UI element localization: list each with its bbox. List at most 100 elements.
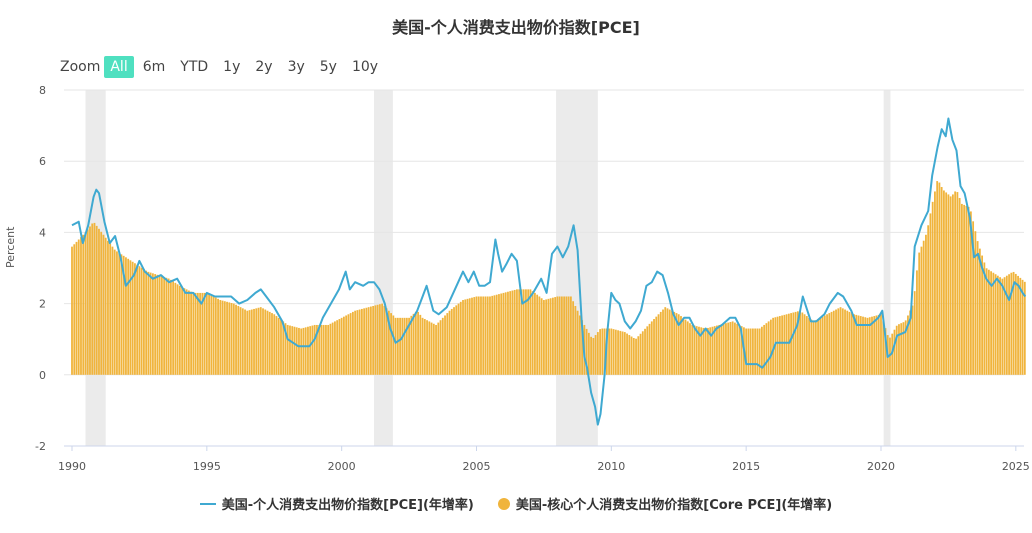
zoom-button-5y[interactable]: 5y	[319, 59, 337, 75]
core-pce-bar	[736, 323, 739, 375]
zoom-button-6m[interactable]: 6m	[142, 59, 166, 75]
core-pce-bar	[410, 315, 413, 375]
core-pce-bar	[210, 295, 213, 375]
core-pce-bar	[987, 269, 990, 375]
core-pce-bar	[909, 310, 912, 375]
core-pce-bar	[277, 317, 280, 375]
core-pce-bar	[621, 331, 624, 375]
zoom-button-1y[interactable]: 1y	[223, 59, 241, 75]
core-pce-bar	[412, 313, 415, 375]
core-pce-bar	[864, 317, 867, 375]
core-pce-bar	[756, 328, 759, 375]
core-pce-bar	[223, 301, 226, 375]
core-pce-bar	[417, 311, 419, 375]
core-pce-bar	[95, 225, 98, 375]
zoom-button-10y[interactable]: 10y	[351, 59, 379, 75]
core-pce-bar	[700, 327, 703, 375]
legend-item-core-pce[interactable]: 美国-核心个人消费支出物价指数[Core PCE](年增率)	[497, 494, 832, 513]
core-pce-bar	[347, 314, 350, 375]
core-pce-bar	[711, 326, 714, 375]
core-pce-bar	[707, 327, 709, 375]
core-pce-bar	[796, 311, 799, 375]
core-pce-bar	[365, 307, 368, 375]
core-pce-bar	[138, 266, 141, 375]
core-pce-bar	[538, 296, 541, 375]
core-pce-bar	[718, 324, 721, 375]
core-pce-bar	[857, 315, 860, 375]
core-pce-bar	[871, 316, 873, 375]
core-pce-bar	[722, 323, 725, 375]
core-pce-bar	[468, 298, 471, 375]
core-pce-bar	[927, 225, 930, 375]
core-pce-bar	[916, 270, 918, 375]
core-pce-bar	[122, 255, 125, 375]
core-pce-bar	[832, 310, 835, 375]
core-pce-bar	[619, 330, 622, 375]
core-pce-bar	[480, 296, 482, 375]
core-pce-bar	[902, 322, 905, 375]
core-pce-bar	[358, 309, 361, 375]
core-pce-bar	[266, 310, 269, 375]
core-pce-bar	[572, 301, 575, 375]
core-pce-bar	[554, 297, 557, 375]
core-pce-bar	[578, 315, 581, 375]
zoom-button-2y[interactable]: 2y	[255, 59, 273, 75]
core-pce-bar	[345, 315, 348, 375]
core-pce-bar	[325, 324, 327, 375]
core-pce-bar	[250, 309, 253, 375]
core-pce-bar	[637, 336, 640, 375]
core-pce-bar	[612, 329, 615, 375]
core-pce-bar	[327, 324, 330, 375]
core-pce-bar	[677, 314, 680, 375]
core-pce-bar	[691, 324, 694, 375]
core-pce-bar	[758, 328, 761, 375]
core-pce-bar	[763, 324, 766, 375]
core-pce-bar	[239, 307, 242, 375]
core-pce-bar	[799, 310, 801, 375]
core-pce-bar	[967, 206, 970, 375]
core-pce-bar	[291, 326, 294, 375]
core-pce-bar	[754, 328, 757, 375]
core-pce-bar	[158, 275, 161, 375]
core-pce-bar	[349, 313, 352, 375]
core-pce-bar	[459, 301, 462, 375]
core-pce-bar	[765, 323, 768, 375]
core-pce-bar	[828, 313, 831, 375]
zoom-button-ytd[interactable]: YTD	[180, 59, 209, 75]
core-pce-bar	[630, 336, 633, 375]
core-pce-bar	[817, 319, 819, 375]
core-pce-bar	[731, 321, 734, 375]
core-pce-bar	[477, 296, 480, 375]
core-pce-bar	[958, 197, 961, 375]
zoom-button-3y[interactable]: 3y	[287, 59, 305, 75]
core-pce-bar	[1008, 274, 1010, 375]
core-pce-bar	[776, 316, 779, 375]
core-pce-bar	[284, 323, 287, 375]
core-pce-bar	[868, 317, 871, 375]
core-pce-bar	[298, 327, 300, 375]
core-pce-bar	[675, 313, 678, 375]
core-pce-bar	[169, 279, 172, 375]
core-pce-bar	[430, 322, 433, 375]
core-pce-bar	[419, 314, 422, 375]
core-pce-bar	[504, 292, 507, 375]
core-pce-bar	[826, 314, 828, 375]
core-pce-bar	[351, 311, 354, 375]
core-pce-bar	[363, 308, 366, 375]
core-pce-bar	[1017, 275, 1019, 375]
chart-title: 美国-个人消费支出物价指数[PCE]	[392, 18, 640, 37]
legend-item-pce[interactable]: 美国-个人消费支出物价指数[PCE](年增率)	[199, 494, 474, 513]
core-pce-bar	[614, 329, 617, 375]
core-pce-bar	[457, 303, 460, 375]
core-pce-bar	[163, 277, 166, 375]
core-pce-bar	[149, 272, 152, 375]
core-pce-bar	[960, 203, 963, 375]
core-pce-bar	[513, 289, 516, 375]
core-pce-bar	[565, 296, 568, 375]
core-pce-bar	[659, 311, 662, 375]
core-pce-bar	[131, 261, 134, 375]
zoom-button-all[interactable]: All	[104, 56, 134, 78]
core-pce-bar	[304, 327, 307, 375]
core-pce-bar	[590, 336, 593, 375]
core-pce-bar	[805, 316, 808, 375]
